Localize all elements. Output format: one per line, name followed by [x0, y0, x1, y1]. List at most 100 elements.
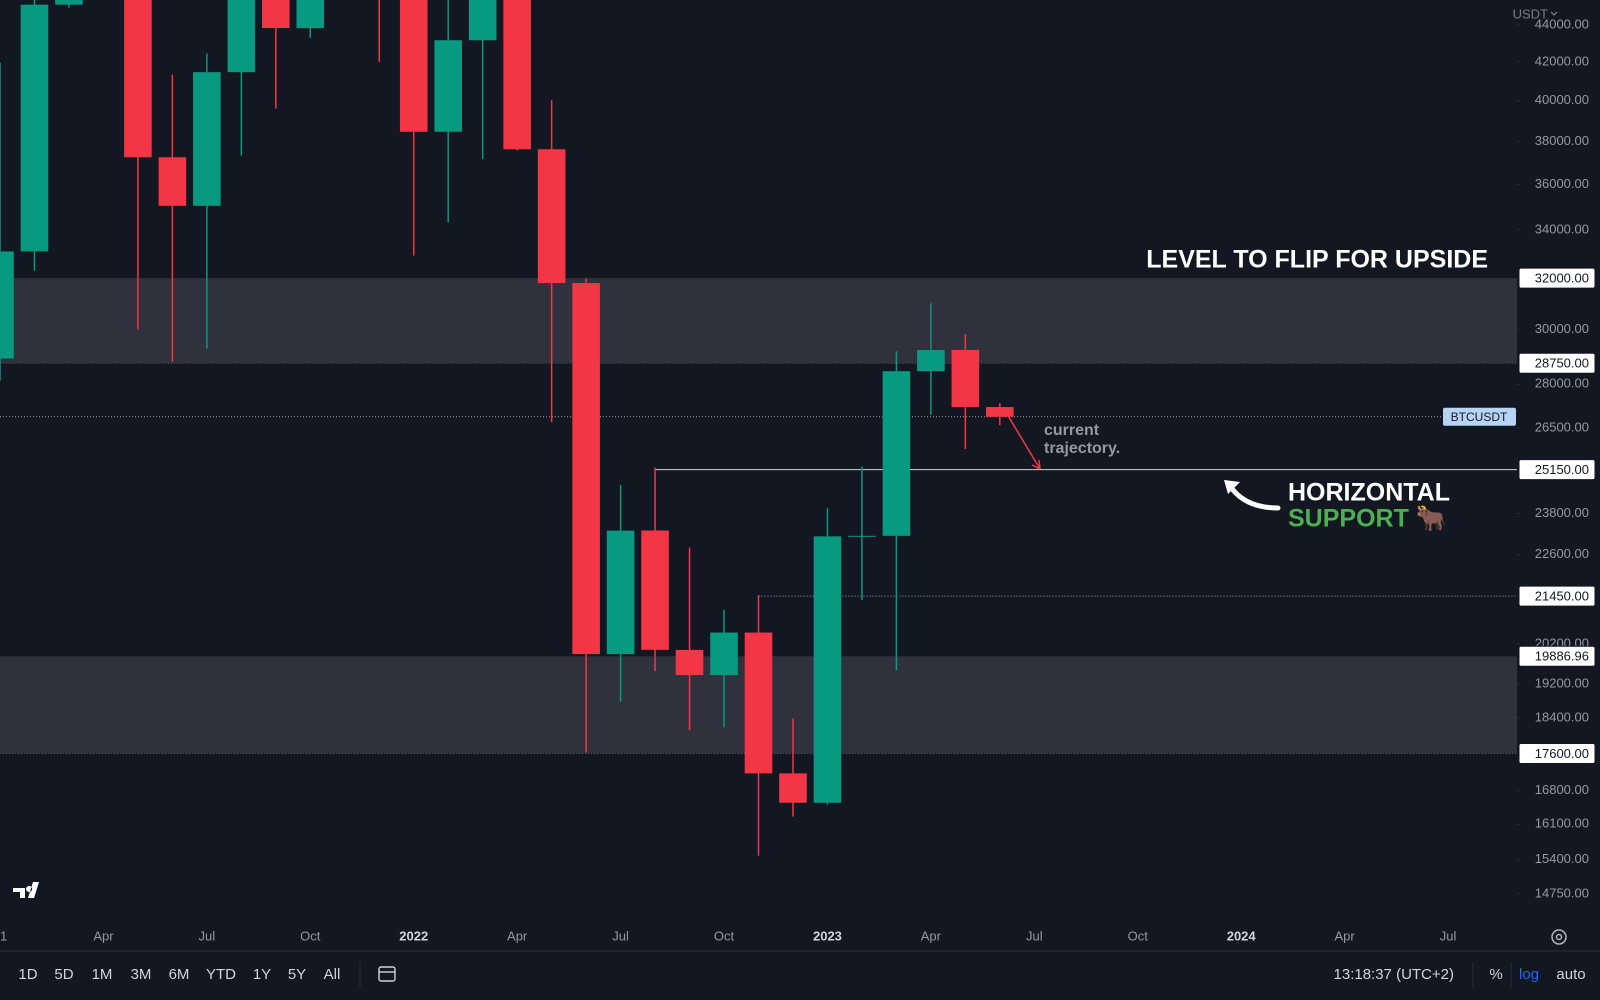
- annotation-trajectory: current: [1044, 422, 1100, 439]
- candle-body: [296, 0, 325, 29]
- candle-body: [0, 251, 14, 359]
- symbol-label: BTCUSDT: [1451, 410, 1508, 424]
- y-tick-label: 22600.00: [1535, 546, 1589, 561]
- level-label: 28750.00: [1535, 356, 1589, 371]
- support-arrow: [1224, 480, 1281, 511]
- level-badge: [1518, 352, 1596, 374]
- x-tick-label: Jul: [1026, 928, 1043, 943]
- x-tick-label: Apr: [921, 928, 942, 943]
- level-label: 21450.00: [1535, 589, 1589, 604]
- range-button[interactable]: All: [324, 966, 341, 983]
- candle-body: [572, 283, 600, 655]
- currency[interactable]: USDT: [1513, 6, 1548, 21]
- x-tick-label: Oct: [714, 928, 735, 943]
- level-label: 25150.00: [1535, 462, 1589, 477]
- x-tick-label: Oct: [1128, 928, 1149, 943]
- x-tick-label: 2023: [813, 928, 842, 943]
- range-button[interactable]: 1D: [18, 966, 37, 983]
- y-tick-label: 15400.00: [1535, 851, 1589, 866]
- y-tick-label: 42000.00: [1535, 53, 1589, 68]
- candle-body: [917, 350, 945, 372]
- range-button[interactable]: 3M: [131, 966, 152, 983]
- candle-body: [710, 632, 738, 676]
- range-button[interactable]: 1M: [92, 966, 113, 983]
- x-tick-label: Apr: [93, 928, 114, 943]
- annotation-support: HORIZONTAL: [1288, 479, 1450, 507]
- candle-body: [399, 0, 428, 132]
- annotation-support: SUPPORT 🐂: [1288, 505, 1447, 533]
- candle-body: [848, 535, 876, 537]
- y-tick-label: 26500.00: [1535, 419, 1589, 434]
- range-button[interactable]: YTD: [206, 966, 236, 983]
- plot-area: [0, 0, 1517, 856]
- logo: [13, 882, 39, 898]
- x-tick-label: 2022: [399, 928, 428, 943]
- level-badge: [1518, 267, 1596, 289]
- y-tick-label: 36000.00: [1535, 176, 1589, 191]
- clock: 13:18:37 (UTC+2): [1334, 966, 1454, 983]
- level-badge: [1518, 585, 1596, 607]
- scale-option[interactable]: log: [1519, 966, 1539, 983]
- candle-body: [606, 530, 635, 655]
- range-button[interactable]: 1Y: [253, 966, 271, 983]
- y-tick-label: 18400.00: [1535, 710, 1589, 725]
- candle-body: [882, 371, 911, 536]
- y-tick-label: 30000.00: [1535, 321, 1589, 336]
- annotation-trajectory: trajectory.: [1044, 440, 1120, 457]
- candle-body: [193, 72, 221, 206]
- x-tick-label: Oct: [300, 928, 321, 943]
- x-tick-label: Apr: [507, 928, 528, 943]
- candle-body: [813, 536, 842, 803]
- candle-body: [55, 0, 83, 5]
- candle-body: [158, 157, 187, 206]
- x-tick-label: 2024: [1227, 928, 1257, 943]
- candle-body: [779, 773, 807, 803]
- settings-icon[interactable]: [1551, 929, 1567, 945]
- y-tick-label: 19200.00: [1535, 676, 1589, 691]
- level-label: 17600.00: [1535, 746, 1589, 761]
- x-tick-label: Apr: [1334, 928, 1355, 943]
- calendar-icon[interactable]: [378, 966, 396, 982]
- y-tick-label: 14750.00: [1535, 885, 1589, 900]
- candle-body: [468, 0, 497, 41]
- level-badge: [1518, 459, 1596, 481]
- range-button[interactable]: 5D: [54, 966, 73, 983]
- annotation-flip: LEVEL TO FLIP FOR UPSIDE: [1146, 246, 1488, 274]
- symbol-badge: [1443, 407, 1516, 426]
- candle-body: [537, 149, 566, 284]
- candle-body: [227, 0, 256, 73]
- candle-body: [262, 0, 290, 29]
- y-tick-label: 16100.00: [1535, 816, 1589, 831]
- y-tick-label: 28000.00: [1535, 376, 1589, 391]
- x-tick-label: Jul: [612, 928, 629, 943]
- scale-option[interactable]: %: [1489, 966, 1502, 983]
- candle-body: [434, 40, 462, 132]
- y-tick-label: 16800.00: [1535, 782, 1589, 797]
- level-label: 32000.00: [1535, 271, 1589, 286]
- trajectory-arrow: [1006, 413, 1041, 470]
- level-label: 19886.96: [1535, 649, 1589, 664]
- candle-body: [20, 4, 49, 252]
- level-badge: [1518, 645, 1596, 667]
- y-tick-label: 34000.00: [1535, 221, 1589, 236]
- currency-chevron: [1550, 11, 1558, 16]
- range-button[interactable]: 5Y: [288, 966, 306, 983]
- y-tick-label: 23800.00: [1535, 505, 1589, 520]
- x-tick-label: Jul: [1440, 928, 1457, 943]
- candle-body: [986, 407, 1014, 417]
- y-tick-label: 40000.00: [1535, 92, 1589, 107]
- candle-body: [503, 0, 531, 150]
- range-button[interactable]: 6M: [169, 966, 190, 983]
- candle-body: [675, 649, 704, 676]
- zone: [0, 278, 1517, 364]
- scale-option[interactable]: auto: [1556, 966, 1585, 983]
- y-tick-label: 38000.00: [1535, 133, 1589, 148]
- x-tick-label: Jul: [199, 928, 216, 943]
- level-badge: [1518, 742, 1596, 764]
- candle-body: [124, 0, 152, 158]
- candle-body: [744, 632, 773, 774]
- y-tick-label: 44000.00: [1535, 16, 1589, 31]
